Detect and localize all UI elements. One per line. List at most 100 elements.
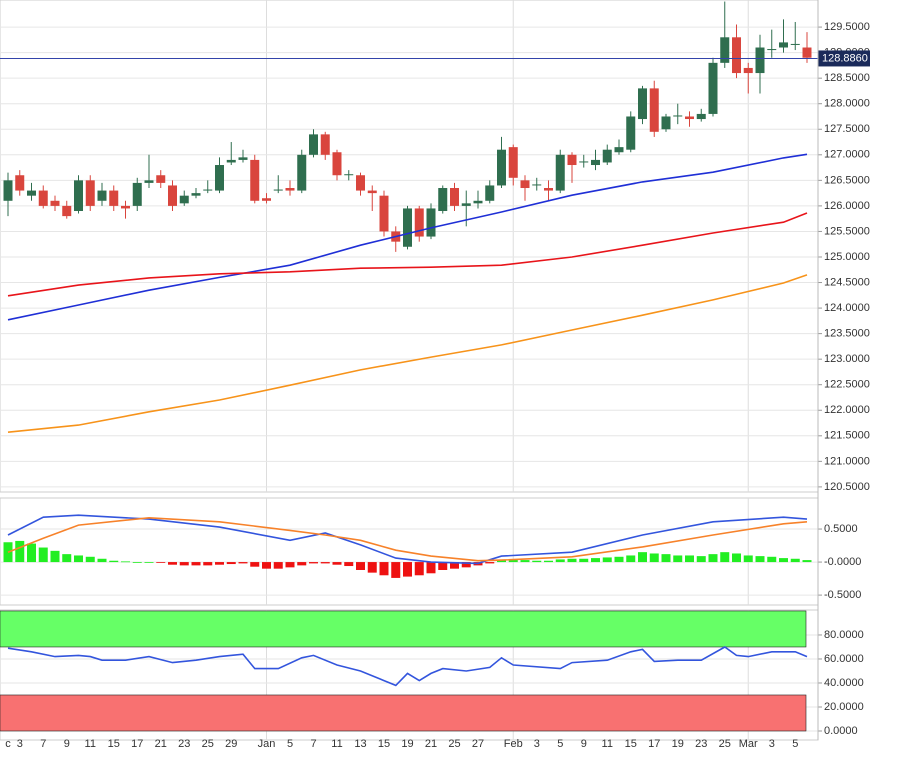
- y-tick-label: 123.0000: [824, 353, 870, 365]
- histogram-bar: [720, 552, 730, 563]
- candle-body: [121, 205, 130, 209]
- x-tick-label: 13: [354, 738, 366, 750]
- candle-body: [520, 180, 530, 189]
- x-tick-label: Jan: [258, 738, 276, 750]
- x-tick-label: 11: [602, 738, 613, 750]
- candle-body: [779, 42, 788, 48]
- candle-body: [332, 152, 342, 176]
- x-tick-label: 3: [769, 738, 775, 750]
- candle-body: [626, 116, 636, 150]
- x-tick-label: 7: [40, 738, 46, 750]
- histogram-bar: [649, 553, 659, 563]
- candle-body: [579, 161, 589, 163]
- histogram-bar: [708, 554, 718, 563]
- candle-body: [15, 175, 25, 191]
- y-tick-label: 126.5000: [824, 174, 870, 186]
- candle-body: [109, 190, 119, 206]
- histogram-bar: [520, 560, 530, 563]
- histogram-bar: [85, 556, 95, 563]
- histogram-bar: [109, 560, 119, 563]
- x-tick-label: 19: [672, 738, 684, 750]
- histogram-bar: [544, 560, 553, 563]
- candle-body: [38, 190, 48, 206]
- histogram-bar: [497, 560, 506, 563]
- histogram-bar: [74, 555, 83, 563]
- histogram-bar: [215, 562, 224, 565]
- x-tick-label: 21: [155, 738, 167, 750]
- candle-body: [497, 149, 506, 186]
- histogram-bar: [673, 555, 683, 563]
- candle-body: [262, 198, 271, 201]
- candle-body: [297, 154, 307, 191]
- y-tick-label: 60.0000: [824, 653, 864, 665]
- x-tick-label: 3: [17, 738, 23, 750]
- candle-body: [567, 154, 577, 166]
- y-tick-label: 122.0000: [824, 404, 870, 416]
- histogram-bar: [50, 550, 60, 563]
- histogram-bar: [743, 555, 753, 563]
- candle-body: [720, 37, 730, 63]
- x-tick-label: 11: [85, 738, 96, 750]
- candle-body: [638, 88, 647, 120]
- histogram-bar: [732, 553, 741, 563]
- y-tick-label: 121.0000: [824, 455, 870, 467]
- y-tick-label: 124.5000: [824, 276, 870, 288]
- x-tick-label: 27: [472, 738, 484, 750]
- histogram-bar: [285, 562, 295, 568]
- histogram-bar: [391, 562, 401, 578]
- candle-body: [473, 200, 483, 204]
- last-price-box: [818, 50, 870, 67]
- candle-body: [685, 116, 694, 120]
- histogram-bar: [591, 558, 600, 563]
- histogram-bar: [790, 558, 800, 563]
- histogram-bar: [614, 556, 624, 563]
- indicator-line: [7, 516, 808, 562]
- last-price-label: 128.8860: [822, 52, 868, 64]
- y-tick-label: 20.0000: [824, 701, 864, 713]
- y-tick-label: -0.0000: [824, 556, 861, 568]
- indicator-line: [7, 646, 808, 687]
- histogram-bar: [320, 562, 330, 564]
- histogram-bar: [226, 562, 236, 565]
- histogram-bar: [250, 562, 260, 567]
- x-tick-label: 19: [401, 738, 413, 750]
- candle-body: [379, 195, 389, 232]
- histogram-bar: [132, 562, 142, 563]
- candle-body: [3, 180, 13, 201]
- x-tick-label: 23: [695, 738, 707, 750]
- candle-body: [238, 157, 248, 160]
- candle-body: [532, 184, 542, 186]
- histogram-bar: [779, 558, 788, 563]
- candle-body: [144, 180, 154, 183]
- candle-body: [508, 147, 518, 178]
- y-tick-label: 121.5000: [824, 430, 870, 442]
- x-tick-label: 25: [202, 738, 214, 750]
- candle-body: [790, 43, 800, 45]
- histogram-bar: [121, 561, 130, 563]
- y-tick-label: 122.5000: [824, 379, 870, 391]
- histogram-bar: [168, 562, 177, 565]
- y-tick-label: 127.0000: [824, 149, 870, 161]
- candle-body: [97, 190, 107, 201]
- histogram-bar: [367, 562, 377, 573]
- x-tick-label: 5: [287, 738, 293, 750]
- x-tick-label: Feb: [504, 738, 523, 750]
- y-tick-label: -0.5000: [824, 589, 861, 601]
- histogram-bar: [179, 562, 189, 566]
- histogram-bar: [414, 562, 424, 576]
- histogram-bar: [97, 558, 107, 563]
- x-tick-label: 7: [310, 738, 316, 750]
- histogram-bar: [438, 562, 448, 570]
- zone: [0, 694, 807, 732]
- histogram-bar: [755, 556, 765, 563]
- y-tick-label: 123.5000: [824, 328, 870, 340]
- histogram-bar: [238, 562, 248, 564]
- histogram-bar: [661, 554, 671, 563]
- candle-body: [426, 208, 436, 237]
- x-tick-label: 25: [719, 738, 731, 750]
- x-tick-label: c: [5, 738, 11, 750]
- candle-body: [62, 205, 72, 217]
- y-tick-label: 126.0000: [824, 200, 870, 212]
- candle-body: [755, 47, 765, 74]
- x-tick-label: 15: [108, 738, 120, 750]
